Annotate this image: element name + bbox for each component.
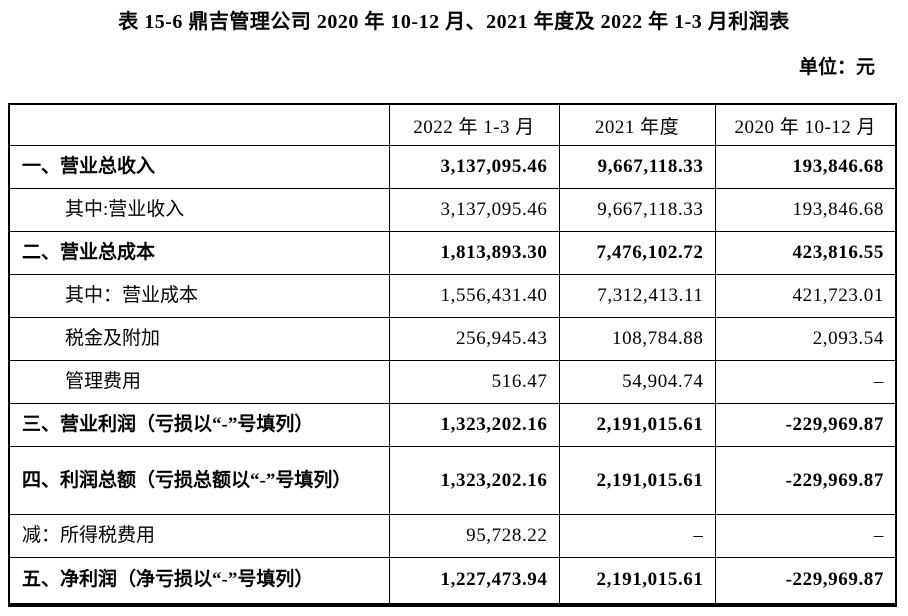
- cell-value: 2,093.54: [714, 317, 897, 361]
- cell-value: 7,476,102.72: [558, 231, 716, 275]
- table-row: 三、营业利润（亏损以“-”号填列） 1,323,202.16 2,191,015.6…: [8, 403, 897, 447]
- cell-value: 2,191,015.61: [558, 446, 716, 515]
- table-row: 减：所得税费用 95,728.22– –: [8, 514, 897, 558]
- row-label: 税金及附加: [8, 317, 390, 361]
- table-row: 管理费用 516.47 54,904.74–: [8, 360, 897, 404]
- cell-value: 2,191,015.61: [558, 557, 716, 605]
- cell-value: -229,969.87: [714, 403, 897, 447]
- page-title: 表 15-6 鼎吉管理公司 2020 年 10-12 月、2021 年度及 20…: [118, 11, 790, 33]
- table-row: 五、净利润（净亏损以“-”号填列） 1,227,473.94 2,191,015.6…: [8, 557, 897, 605]
- cell-value: 3,137,095.46: [388, 145, 560, 189]
- row-label: 其中:营业收入: [8, 188, 390, 232]
- row-label: 管理费用: [8, 360, 390, 404]
- profit-table: 2022 年 1-3 月 2021 年度 2020 年 10-12 月 一、营业总收…: [8, 103, 897, 607]
- cell-value: 193,846.68: [714, 145, 897, 189]
- cell-value: 1,323,202.16: [388, 403, 560, 447]
- cell-value: –: [714, 514, 897, 558]
- cell-value: 54,904.74: [558, 360, 716, 404]
- cell-value: 9,667,118.33: [558, 145, 716, 189]
- cell-value: 516.47: [388, 360, 560, 404]
- cell-value: 7,312,413.11: [558, 274, 716, 318]
- table-row: 税金及附加 256,945.43 108,784.88 2,093.54: [8, 317, 897, 361]
- column-header: 2022 年 1-3 月: [388, 103, 560, 146]
- row-label: 二、营业总成本: [8, 231, 390, 275]
- row-label: 四、利润总额（亏损总额以“-”号填列）: [8, 446, 390, 515]
- row-label: 一、营业总收入: [8, 145, 390, 189]
- cell-value: 1,556,431.40: [388, 274, 560, 318]
- table-body: 一、营业总收入 3,137,095.46 9,667,118.33 193,846.6…: [8, 145, 897, 605]
- cell-value: 9,667,118.33: [558, 188, 716, 232]
- cell-value: 2,191,015.61: [558, 403, 716, 447]
- table-row: 其中：营业成本 1,556,431.40 7,312,413.11 421,723.0…: [8, 274, 897, 318]
- cell-value: 256,945.43: [388, 317, 560, 361]
- table-row: 其中:营业收入 3,137,095.46 9,667,118.33 193,846.6…: [8, 188, 897, 232]
- row-label: 五、净利润（净亏损以“-”号填列）: [8, 557, 390, 605]
- cell-value: 3,137,095.46: [388, 188, 560, 232]
- cell-value: 421,723.01: [714, 274, 897, 318]
- row-label-header: [8, 103, 390, 146]
- cell-value: 108,784.88: [558, 317, 716, 361]
- row-label: 减：所得税费用: [8, 514, 390, 558]
- table-row: 一、营业总收入 3,137,095.46 9,667,118.33 193,846.6…: [8, 145, 897, 189]
- cell-value: -229,969.87: [714, 557, 897, 605]
- cell-value: 193,846.68: [714, 188, 897, 232]
- cell-value: 1,813,893.30: [388, 231, 560, 275]
- row-label: 其中：营业成本: [8, 274, 390, 318]
- table-header-row: 2022 年 1-3 月 2021 年度 2020 年 10-12 月: [8, 103, 897, 146]
- table-row: 四、利润总额（亏损总额以“-”号填列） 1,323,202.16 2,191,015…: [8, 446, 897, 515]
- cell-value: –: [558, 514, 716, 558]
- cell-value: 423,816.55: [714, 231, 897, 275]
- table-row: 二、营业总成本 1,813,893.30 7,476,102.72 423,816.5…: [8, 231, 897, 275]
- cell-value: 1,227,473.94: [388, 557, 560, 605]
- cell-value: 95,728.22: [388, 514, 560, 558]
- column-header: 2020 年 10-12 月: [714, 103, 897, 146]
- unit-label: 单位：元: [798, 57, 875, 78]
- cell-value: 1,323,202.16: [388, 446, 560, 515]
- cell-value: –: [714, 360, 897, 404]
- column-header: 2021 年度: [558, 103, 716, 146]
- cell-value: -229,969.87: [714, 446, 897, 515]
- row-label: 三、营业利润（亏损以“-”号填列）: [8, 403, 390, 447]
